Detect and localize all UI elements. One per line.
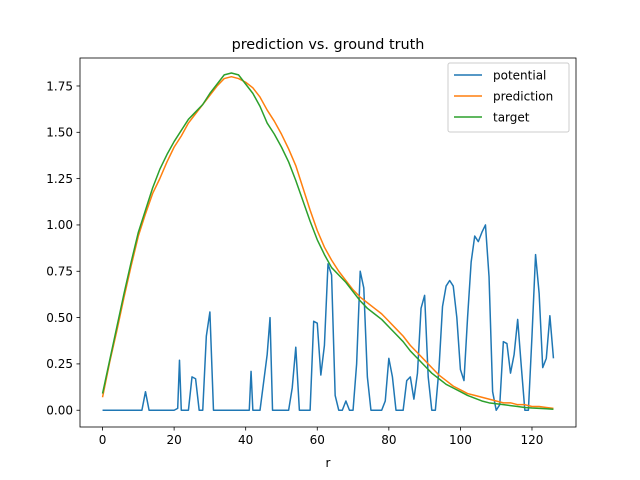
x-tick-label: 20 [166,433,181,447]
series-layer [101,72,555,411]
y-tick-label: 1.00 [46,218,73,232]
y-tick-label: 1.25 [46,172,73,186]
y-tick-label: 0.00 [46,404,73,418]
legend-box [447,62,570,133]
x-tick-label: 60 [310,433,325,447]
series-line-2 [101,72,554,411]
y-tick-label: 1.75 [46,79,73,93]
y-tick-label: 0.50 [46,311,73,325]
y-tick-label: 0.25 [46,357,73,371]
plot-frame [79,57,577,428]
legend: potential prediction target [447,62,570,133]
legend-label-2: target [493,110,530,124]
x-axis-label: r [326,456,331,470]
x-tick-label: 120 [521,433,544,447]
y-tick-label: 1.50 [46,126,73,140]
legend-label-0: potential [493,68,546,82]
chart-title: prediction vs. ground truth [232,37,425,53]
x-tick-label: 100 [449,433,472,447]
axes-layer: 0 20 40 60 80 100 120 0.00 0.25 0.50 0.75 1.00 1.25 1… [46,57,577,447]
x-tick-label: 0 [99,433,107,447]
legend-label-1: prediction [493,89,553,103]
series-line-0 [102,224,555,411]
x-tick-label: 40 [238,433,253,447]
series-line-1 [101,75,554,410]
x-tick-label: 80 [381,433,396,447]
y-tick-label: 0.75 [46,265,73,279]
